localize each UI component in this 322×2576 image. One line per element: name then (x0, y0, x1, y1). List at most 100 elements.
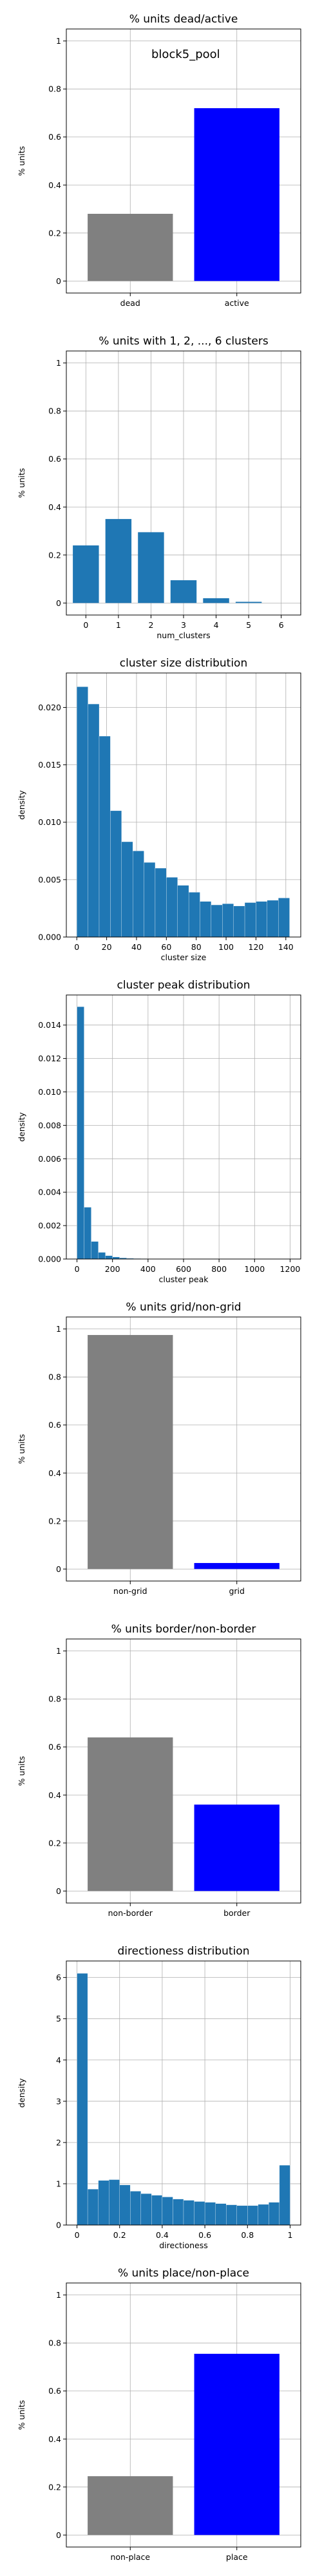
chart-panel-3: cluster size distribution 0.000 0.005 0.010… (17, 657, 301, 962)
bar-1 (105, 518, 132, 603)
chart-panel-5: % units grid/non-grid 0 0.2 0.4 0.6 0.8 1 non-g… (17, 1301, 301, 1596)
x-tick-label: 4 (214, 620, 219, 630)
x-tick-label: 0 (75, 2230, 80, 2240)
y-axis-label: % units (17, 1434, 26, 1464)
histogram-bar (211, 904, 223, 938)
histogram-bar (279, 2164, 290, 2226)
y-tick-label: 5 (56, 2014, 61, 2023)
y-tick-label: 0.6 (48, 132, 61, 142)
histogram-bar (91, 1241, 99, 1260)
x-axis-label: cluster peak (158, 1274, 209, 1284)
x-tick-label: 1000 (244, 1264, 265, 1274)
y-tick-label: 4 (56, 2055, 61, 2065)
histogram-bar (215, 2203, 227, 2226)
axes-frame (66, 1316, 301, 1582)
histogram-bar (278, 898, 290, 938)
y-tick-label: 0.004 (38, 1188, 61, 1197)
histogram-bar (177, 885, 189, 938)
bar-3 (170, 580, 197, 603)
bar-0 (73, 545, 99, 603)
y-tick-label: 0.4 (48, 180, 61, 190)
chart-panel-7: directioness distribution 0 1 2 3 4 5 6 0 0.2 0.4 0… (17, 1945, 301, 2250)
y-tick-label: 0.020 (38, 703, 61, 712)
y-tick-label: 0.6 (48, 454, 61, 464)
x-tick-label: 3 (181, 620, 186, 630)
x-tick-label: border (223, 1908, 251, 1918)
chart-panel-8: % units place/non-place 0 0.2 0.4 0.6 0.8 1 non… (17, 2267, 301, 2562)
bar-4 (203, 598, 229, 603)
y-tick-label: 0.6 (48, 1420, 61, 1430)
y-tick-label: 0.015 (38, 760, 61, 770)
y-tick-label: 0.012 (38, 1054, 61, 1063)
histogram-bar (247, 2205, 258, 2226)
histogram-bar (244, 902, 256, 938)
y-tick-label: 0.014 (38, 1020, 61, 1030)
x-tick-label: 6 (279, 620, 284, 630)
x-tick-label: 600 (176, 1264, 191, 1274)
y-axis-label: % units (17, 2400, 26, 2430)
x-tick-label: 0.8 (241, 2230, 254, 2240)
x-tick-label: 0 (83, 620, 88, 630)
y-tick-label: 6 (56, 1973, 61, 1982)
histogram-bar (226, 2204, 237, 2226)
histogram-bar (269, 2202, 280, 2226)
axes-frame (66, 1638, 301, 1904)
y-tick-label: 0.006 (38, 1154, 61, 1164)
bar-5 (235, 601, 262, 603)
chart-annotation: block5_pool (151, 48, 220, 61)
chart-title: cluster size distribution (120, 657, 247, 670)
x-tick-label: 800 (211, 1264, 227, 1274)
axes-frame (66, 350, 301, 616)
y-tick-label: 3 (56, 2096, 61, 2106)
histogram-bar (173, 2199, 184, 2226)
histogram-bar (162, 2197, 173, 2226)
x-tick-label: 2 (148, 620, 153, 630)
x-tick-label: grid (229, 1586, 244, 1596)
x-tick-label: non-grid (113, 1586, 147, 1596)
x-tick-label: 1 (287, 2230, 292, 2240)
y-tick-label: 0.2 (48, 550, 61, 560)
axes-frame (66, 1960, 301, 2226)
histogram-bar (105, 1255, 113, 1260)
axes-frame (66, 2282, 301, 2548)
y-tick-label: 1 (56, 36, 61, 46)
y-tick-label: 0.010 (38, 1087, 61, 1097)
histogram-bar (267, 900, 279, 938)
bar-2 (138, 532, 164, 603)
histogram-bar (155, 867, 167, 938)
histogram-bar (133, 851, 144, 938)
y-tick-label: 0.4 (48, 2434, 61, 2444)
histogram-bar (194, 2201, 205, 2226)
x-tick-label: 100 (218, 942, 234, 952)
axes-frame (66, 28, 301, 294)
x-tick-label: 0.2 (113, 2230, 126, 2240)
histogram-bar (98, 2180, 109, 2226)
x-tick-label: 400 (140, 1264, 156, 1274)
y-axis-label: density (17, 790, 26, 819)
histogram-bar (183, 2200, 194, 2226)
chart-title: % units border/non-border (111, 1623, 256, 1636)
y-tick-label: 1 (56, 1324, 61, 1334)
histogram-bar (258, 2204, 269, 2226)
x-tick-label: non-border (108, 1908, 153, 1918)
histogram-bar (144, 862, 156, 938)
y-tick-label: 0.2 (48, 1838, 61, 1848)
y-tick-label: 0.4 (48, 1790, 61, 1800)
x-tick-label: 5 (246, 620, 251, 630)
histogram-bar (119, 2184, 131, 2226)
histogram-bar (98, 1252, 106, 1260)
x-tick-label: 80 (191, 942, 202, 952)
y-axis-label: % units (17, 146, 26, 176)
histogram-bar (200, 901, 212, 938)
y-tick-label: 0 (56, 2221, 61, 2230)
x-tick-label: 0.4 (156, 2230, 169, 2240)
histogram-bar (204, 2202, 216, 2226)
x-tick-label: 200 (105, 1264, 120, 1274)
x-tick-label: dead (120, 298, 140, 308)
histogram-bar (222, 904, 234, 938)
x-axis-label: directioness (159, 2240, 208, 2250)
x-tick-label: 120 (249, 942, 264, 952)
histogram-bar (110, 810, 122, 938)
y-axis-label: density (17, 2078, 26, 2107)
